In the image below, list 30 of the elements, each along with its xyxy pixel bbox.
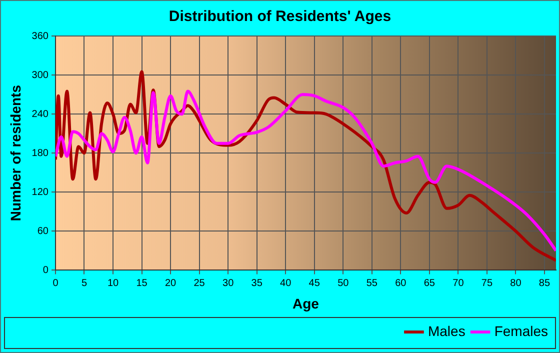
x-axis-title: Age [292,295,320,312]
x-tick-label: 10 [107,278,120,289]
x-tick-label: 35 [251,278,263,289]
x-tick-label: 45 [308,278,320,289]
x-tick-label: 70 [452,278,464,289]
legend-label: Males [428,322,466,339]
x-tick-label: 40 [280,278,292,289]
x-tick-label: 85 [538,278,550,289]
chart-title: Distribution of Residents' Ages [168,8,392,26]
x-tick-label: 20 [164,278,177,289]
x-tick-label: 65 [424,278,436,289]
x-tick-label: 75 [481,278,493,289]
y-tick-label: 180 [32,148,49,159]
x-tick-label: 25 [194,278,206,289]
y-axis-title: Number of residents [7,84,24,222]
x-tick-label: 60 [395,278,407,289]
y-tick-label: 300 [32,70,49,81]
x-tick-label: 50 [338,278,350,289]
y-tick-label: 240 [32,108,49,120]
y-tick-label: 60 [37,226,49,237]
x-tick-label: 5 [81,278,88,289]
x-tick-label: 55 [366,278,378,289]
x-tick-label: 15 [136,278,148,289]
x-tick-label: 80 [510,278,522,289]
legend-label: Females [494,322,548,339]
y-tick-label: 0 [42,264,49,276]
y-tick-label: 360 [32,30,49,42]
x-tick-label: 0 [52,278,59,289]
y-tick-label: 120 [32,186,49,198]
x-tick-label: 30 [222,278,234,289]
